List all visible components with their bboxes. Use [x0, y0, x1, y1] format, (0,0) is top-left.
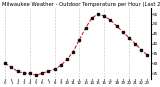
Text: Milwaukee Weather - Outdoor Temperature per Hour (Last 24 Hours): Milwaukee Weather - Outdoor Temperature …: [2, 2, 160, 7]
